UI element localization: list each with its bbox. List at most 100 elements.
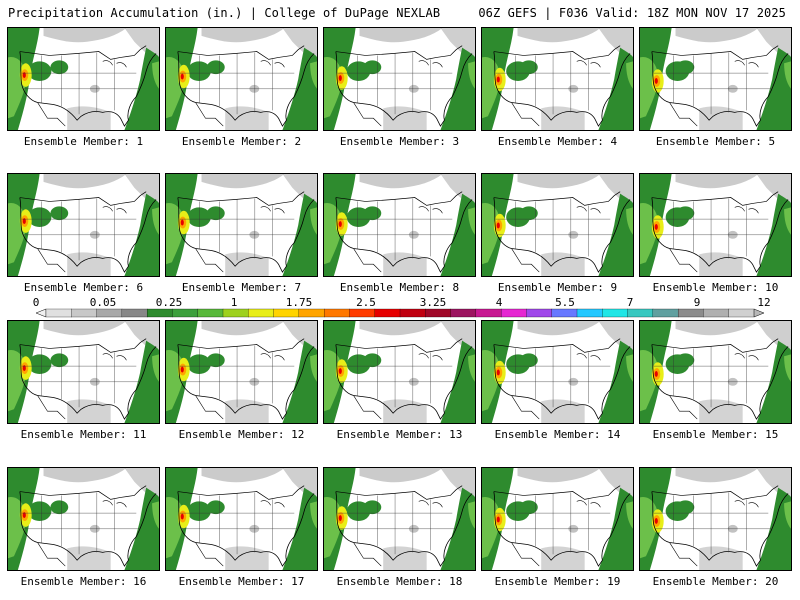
precip-shade bbox=[225, 106, 269, 130]
great-lakes bbox=[260, 500, 285, 508]
precip-shade bbox=[676, 500, 695, 515]
precip-shade bbox=[626, 61, 633, 89]
colorbar-swatch bbox=[677, 308, 704, 318]
precip-shade bbox=[626, 354, 633, 382]
coastline bbox=[335, 344, 473, 420]
precip-shade bbox=[50, 206, 69, 221]
precip-shade bbox=[440, 487, 475, 570]
colorbar-swatch bbox=[551, 308, 578, 318]
member-label: Ensemble Member: 2 bbox=[181, 135, 302, 148]
precip-shade bbox=[699, 106, 743, 130]
precip-shade bbox=[206, 206, 225, 221]
mexico-border bbox=[353, 248, 382, 273]
state-borders bbox=[21, 492, 141, 555]
precip-max bbox=[180, 513, 184, 520]
mexico-border bbox=[353, 102, 382, 127]
member-label: Ensemble Member: 17 bbox=[178, 575, 305, 588]
precip-max bbox=[496, 222, 500, 229]
coastline bbox=[493, 491, 631, 567]
precip-max bbox=[180, 366, 184, 373]
great-lakes bbox=[576, 500, 601, 508]
precip-colorbar: 0 0.05 0.25 1 1.75 2.5 3.25 4 5.5 7 9 12 bbox=[33, 296, 771, 318]
precip-shade bbox=[383, 399, 427, 423]
colorbar-swatch bbox=[298, 308, 325, 318]
state-borders bbox=[653, 198, 773, 261]
member-label: Ensemble Member: 13 bbox=[336, 428, 463, 441]
precip-shade bbox=[676, 60, 695, 75]
member-label: Ensemble Member: 6 bbox=[23, 281, 144, 294]
precip-shade bbox=[310, 61, 317, 89]
us-canada-border bbox=[335, 191, 463, 206]
colorbar-swatch bbox=[248, 308, 275, 318]
precip-shade bbox=[124, 340, 159, 423]
member-map-panel bbox=[481, 467, 634, 571]
precip-map bbox=[640, 468, 791, 570]
colorbar-tick-label: 0 bbox=[33, 296, 40, 309]
precip-shade bbox=[541, 252, 585, 276]
member-map-panel bbox=[639, 173, 792, 277]
mexico-border bbox=[669, 102, 698, 127]
mexico-border bbox=[511, 102, 540, 127]
coastline bbox=[493, 197, 631, 273]
precip-shade bbox=[363, 500, 382, 515]
precip-shade bbox=[206, 500, 225, 515]
great-lakes bbox=[102, 206, 127, 214]
coastline bbox=[177, 51, 315, 127]
coastline bbox=[335, 51, 473, 127]
precip-shade bbox=[784, 207, 791, 235]
precip-shade bbox=[201, 174, 285, 189]
precip-map bbox=[482, 468, 633, 570]
precip-shade bbox=[187, 61, 211, 81]
us-canada-border bbox=[177, 338, 305, 353]
state-borders bbox=[337, 345, 457, 408]
precip-shade bbox=[225, 546, 269, 570]
colorbar-swatch bbox=[146, 308, 173, 318]
precip-shade bbox=[675, 174, 759, 189]
colorbar-swatch bbox=[45, 308, 72, 318]
coastline bbox=[651, 51, 789, 127]
precip-shade bbox=[675, 321, 759, 336]
precip-shade bbox=[359, 28, 443, 43]
state-borders bbox=[495, 52, 615, 115]
precip-max bbox=[654, 224, 658, 230]
member-map-panel bbox=[481, 27, 634, 131]
member-label: Ensemble Member: 20 bbox=[652, 575, 779, 588]
precip-shade bbox=[517, 174, 601, 189]
precip-max bbox=[180, 219, 184, 226]
colorbar-tick-label: 2.5 bbox=[356, 296, 376, 309]
precip-shade bbox=[440, 47, 475, 130]
precip-shade bbox=[517, 28, 601, 43]
colorbar-swatch bbox=[526, 308, 553, 318]
coastline bbox=[19, 491, 157, 567]
precip-shade bbox=[699, 252, 743, 276]
colorbar-tick-label: 1 bbox=[231, 296, 238, 309]
us-canada-border bbox=[651, 338, 779, 353]
member-map-panel bbox=[7, 467, 160, 571]
state-borders bbox=[179, 345, 299, 408]
colorbar-tick-label: 5.5 bbox=[555, 296, 575, 309]
colorbar-tick-label: 12 bbox=[757, 296, 770, 309]
colorbar-tick-label: 3.25 bbox=[420, 296, 447, 309]
precip-shade bbox=[363, 353, 382, 368]
colorbar-tick-label: 9 bbox=[694, 296, 701, 309]
precip-shade bbox=[541, 546, 585, 570]
precip-map bbox=[482, 174, 633, 276]
precip-max bbox=[338, 221, 342, 227]
precip-shade bbox=[124, 487, 159, 570]
member-map-panel bbox=[639, 467, 792, 571]
great-lakes bbox=[734, 60, 759, 68]
us-canada-border bbox=[651, 485, 779, 500]
coastline bbox=[335, 491, 473, 567]
precip-shade bbox=[27, 61, 52, 81]
precip-shade bbox=[675, 468, 759, 483]
precip-shade bbox=[676, 206, 695, 221]
coastline bbox=[19, 344, 157, 420]
coastline bbox=[651, 491, 789, 567]
us-canada-border bbox=[19, 485, 147, 500]
precip-shade bbox=[468, 61, 475, 89]
colorbar-arrow-left bbox=[35, 308, 47, 318]
member-label: Ensemble Member: 18 bbox=[336, 575, 463, 588]
precip-shade bbox=[598, 340, 633, 423]
precip-shade bbox=[468, 354, 475, 382]
precip-shade bbox=[383, 106, 427, 130]
